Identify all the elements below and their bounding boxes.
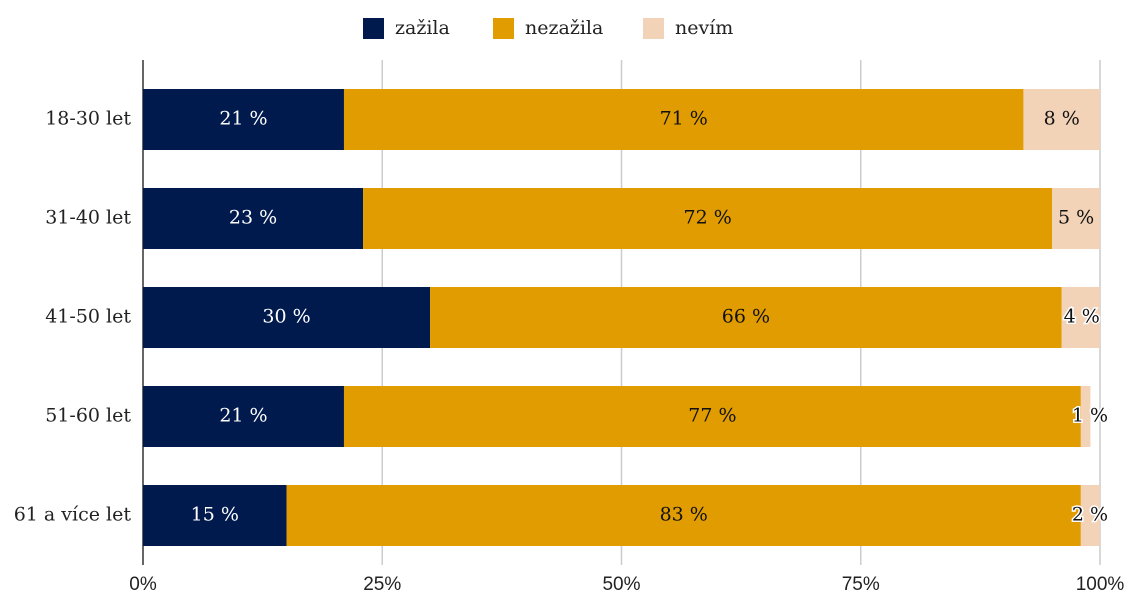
bar-segment: [143, 287, 431, 348]
y-tick-label: 61 a více let: [14, 504, 132, 526]
x-tick-label: 25%: [363, 574, 401, 595]
bar-segment: [143, 485, 287, 546]
data-label: 21 %: [219, 405, 267, 427]
y-tick-label: 18-30 let: [45, 108, 131, 130]
data-label: 5 %: [1058, 207, 1094, 229]
y-tick-label: 41-50 let: [45, 306, 131, 328]
data-label: 71 %: [660, 108, 708, 130]
bar-segment: [1052, 188, 1100, 249]
data-label: 77 %: [688, 405, 736, 427]
bar-segment: [143, 89, 344, 150]
bar-segment: [343, 89, 1024, 150]
legend-swatch: [493, 18, 514, 39]
bar-segment: [286, 485, 1081, 546]
legend-label: zažila: [395, 17, 450, 39]
data-label: 72 %: [683, 207, 731, 229]
data-label: 4 %: [1064, 306, 1100, 328]
data-label: 15 %: [191, 504, 239, 526]
data-label: 1 %: [1072, 405, 1108, 427]
data-label: 66 %: [722, 306, 770, 328]
legend-label: nevím: [675, 17, 733, 39]
x-tick-label: 75%: [842, 574, 880, 595]
data-label: 8 %: [1044, 108, 1080, 130]
legend-label: nezažila: [525, 17, 603, 39]
bar-segment: [1061, 287, 1100, 348]
bar-segment: [363, 188, 1053, 249]
x-tick-label: 0%: [129, 574, 157, 595]
y-tick-label: 31-40 let: [45, 207, 131, 229]
x-tick-label: 100%: [1076, 574, 1125, 595]
data-label: 83 %: [660, 504, 708, 526]
data-label: 2 %: [1072, 504, 1108, 526]
legend-swatch: [643, 18, 664, 39]
bar-segment: [1080, 485, 1100, 546]
legend-swatch: [363, 18, 384, 39]
bar-segment: [1080, 386, 1091, 447]
data-label: 23 %: [229, 207, 277, 229]
bar-segment: [143, 188, 364, 249]
bar-segment: [343, 386, 1081, 447]
x-tick-label: 50%: [602, 574, 640, 595]
bar-segment: [430, 287, 1062, 348]
y-tick-label: 51-60 let: [45, 405, 131, 427]
data-label: 30 %: [262, 306, 310, 328]
bar-segment: [1023, 89, 1100, 150]
bar-segment: [143, 386, 344, 447]
data-label: 21 %: [219, 108, 267, 130]
